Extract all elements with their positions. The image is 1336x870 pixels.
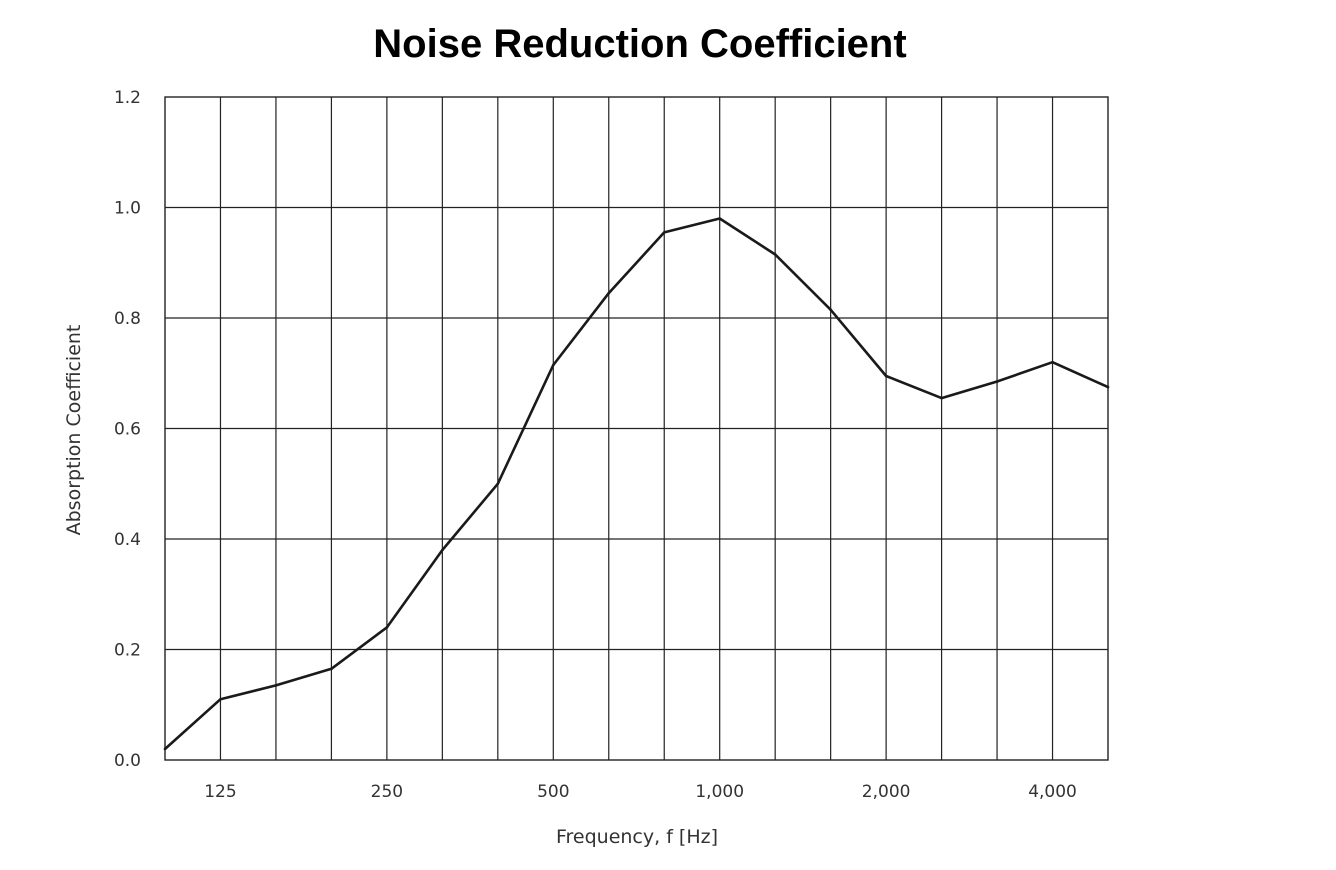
grid [164, 96, 1109, 761]
x-axis-label: Frequency, f [Hz] [556, 826, 718, 848]
y-tick-label: 0.6 [114, 420, 141, 440]
absorption-series-line [164, 217, 1109, 750]
x-tick-label: 4,000 [1028, 782, 1077, 802]
data-point [884, 374, 888, 378]
data-point [551, 363, 555, 367]
data-point [607, 291, 611, 295]
x-tick-label: 1,000 [695, 782, 744, 802]
data-point [385, 626, 389, 629]
plot-frame [164, 96, 1109, 761]
x-tick-label: 2,000 [862, 782, 911, 802]
x-tick-label: 500 [537, 782, 569, 802]
y-tick-label: 0.4 [114, 530, 141, 550]
y-tick-label: 1.2 [114, 88, 141, 108]
y-tick-label: 1.0 [114, 199, 141, 219]
data-point [330, 667, 333, 671]
data-point [662, 231, 666, 234]
y-tick-label: 0.0 [114, 751, 141, 771]
data-point [441, 548, 444, 552]
data-point [496, 482, 500, 486]
series-layer [163, 217, 1110, 751]
data-point [773, 253, 777, 256]
x-tick-label: 125 [204, 782, 236, 802]
x-tick-labels: 125 250 500 1,000 2,000 4,000 [204, 782, 1077, 802]
x-tick-label: 250 [371, 782, 403, 802]
data-point [1106, 385, 1110, 389]
data-point [1051, 360, 1054, 364]
chart-title: Noise Reduction Coefficient [373, 22, 906, 66]
y-tick-label: 0.2 [114, 641, 141, 661]
y-axis-label: Absorption Coefficient [63, 325, 85, 536]
data-point [274, 684, 278, 687]
data-point [219, 697, 222, 701]
data-point [940, 396, 943, 400]
data-point [163, 747, 167, 751]
y-tick-label: 0.8 [114, 309, 141, 329]
data-point [829, 308, 832, 312]
data-point [718, 217, 722, 220]
y-tick-labels: 0.0 0.2 0.4 0.6 0.8 1.0 1.2 [114, 88, 141, 771]
data-point [995, 380, 999, 383]
